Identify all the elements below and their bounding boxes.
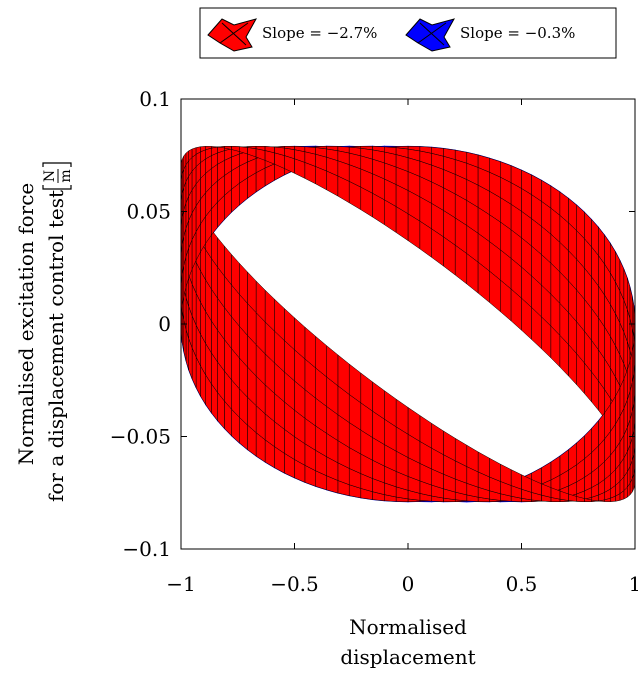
- y-axis-label: Normalised excitation force for a displa…: [14, 162, 74, 502]
- y-tick-label: −0.1: [122, 537, 171, 561]
- band-slope-2-7: [181, 146, 635, 503]
- x-tick-label: 0: [402, 572, 415, 596]
- y-axis-label-line-2: for a displacement control test: [44, 190, 68, 502]
- mesh-cell: [395, 206, 409, 242]
- swatch-mesh-line: [419, 22, 445, 46]
- mesh-cell: [510, 469, 522, 490]
- x-tick-label: 1: [629, 572, 638, 596]
- x-tick-label: −1: [166, 572, 195, 596]
- mesh-cell: [294, 158, 306, 179]
- x-axis-label-line-1: Normalised: [349, 615, 467, 639]
- legend-swatch-red: [207, 18, 258, 52]
- legend-swatch-blue: [405, 18, 456, 52]
- swatch-mesh-line: [417, 22, 447, 44]
- y-axis-unit: N m: [42, 162, 74, 190]
- y-axis-unit-denominator: m: [58, 169, 74, 182]
- legend-label-slope-2-7: Slope = −2.7%: [262, 24, 377, 42]
- swatch-mesh-line: [219, 22, 249, 44]
- swatch-mesh-line: [221, 22, 247, 46]
- y-tick-label: 0.1: [139, 87, 171, 111]
- y-tick-label: 0.05: [126, 200, 171, 224]
- plot-area: −1 −0.5 0 0.5 1 −0.1 −0.05 0 0.05 0.1: [110, 87, 638, 596]
- x-axis-label-line-2: displacement: [340, 645, 475, 669]
- legend: Slope = −2.7% Slope = −0.3%: [199, 7, 617, 59]
- x-tick-label: −0.5: [270, 572, 319, 596]
- legend-label-slope-0-3: Slope = −0.3%: [460, 24, 575, 42]
- y-tick-label: 0: [158, 312, 171, 336]
- y-axis-label-line-1: Normalised excitation force: [14, 183, 38, 465]
- x-axis-label: Normalised displacement: [340, 615, 475, 669]
- x-tick-label: 0.5: [506, 572, 538, 596]
- y-axis-unit-numerator: N: [42, 170, 58, 182]
- y-tick-label: −0.05: [110, 425, 171, 449]
